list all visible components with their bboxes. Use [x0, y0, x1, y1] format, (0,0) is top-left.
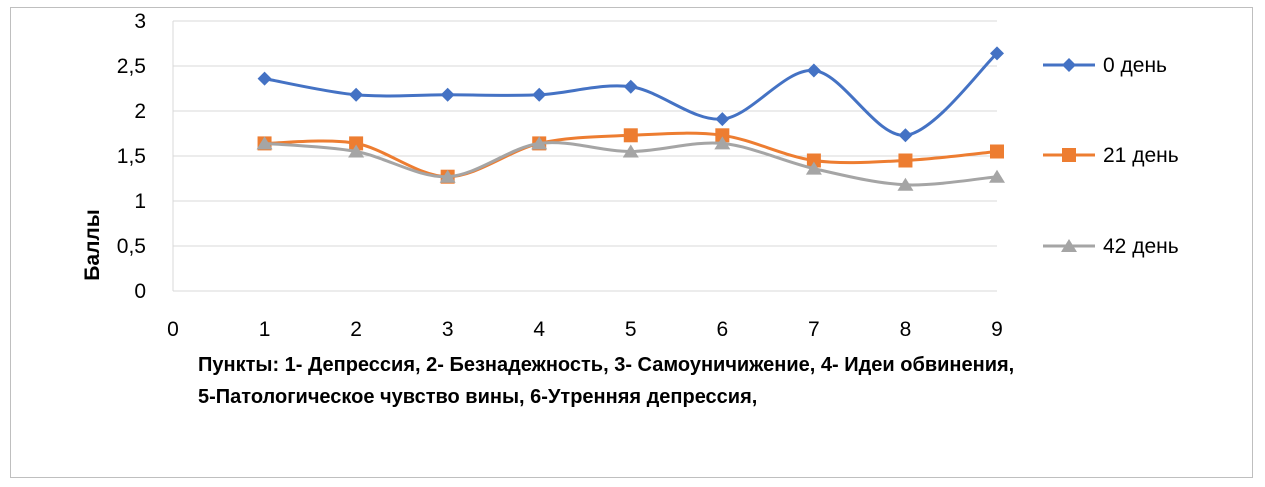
- data-point: [349, 87, 364, 102]
- series-0-день: [257, 46, 1004, 143]
- x-tick-label: 8: [900, 318, 912, 341]
- x-tick-label: 7: [808, 318, 820, 341]
- y-tick-label: 0: [134, 280, 146, 303]
- data-point: [623, 79, 638, 94]
- legend-item: 42 день: [1043, 235, 1179, 258]
- x-axis-label-line-1: Пункты: 1- Депрессия, 2- Безнадежность, …: [198, 354, 1015, 376]
- y-tick-label: 2,5: [117, 55, 146, 78]
- data-point: [531, 136, 548, 150]
- y-tick-label: 0,5: [117, 235, 146, 258]
- x-tick-label: 2: [350, 318, 362, 341]
- data-point: [806, 63, 821, 78]
- data-point: [898, 153, 913, 168]
- y-tick-label: 2: [134, 100, 146, 123]
- series-group: [256, 46, 1005, 191]
- data-point: [806, 153, 821, 168]
- data-point: [897, 177, 914, 191]
- data-point: [898, 128, 913, 143]
- data-point: [715, 112, 730, 127]
- legend-marker: [1062, 58, 1076, 72]
- data-point: [714, 136, 731, 150]
- x-axis-ticks: 0 1 2 3 4 5 6 7 8 9: [167, 318, 1003, 341]
- data-point: [623, 128, 638, 143]
- data-point: [715, 128, 730, 143]
- data-point: [349, 136, 364, 151]
- legend-item: 21 день: [1043, 144, 1179, 167]
- gridlines: [172, 20, 997, 292]
- x-tick-label: 9: [991, 318, 1003, 341]
- legend-label: 0 день: [1103, 54, 1167, 77]
- data-point: [532, 87, 547, 102]
- data-point: [439, 169, 456, 183]
- x-tick-label: 0: [167, 318, 179, 341]
- legend: 0 день 21 день 42 день: [1043, 54, 1179, 258]
- y-tick-label: 1: [134, 190, 146, 213]
- legend-marker: [1062, 148, 1076, 162]
- data-point: [990, 144, 1004, 159]
- x-tick-label: 5: [625, 318, 637, 341]
- legend-label: 21 день: [1103, 144, 1179, 167]
- data-point: [257, 71, 272, 86]
- series-42-день: [256, 136, 1005, 191]
- series-line: [264, 52, 999, 137]
- x-tick-label: 4: [533, 318, 545, 341]
- legend-label: 42 день: [1103, 235, 1179, 258]
- y-axis-label: Баллы: [81, 209, 104, 280]
- y-tick-label: 3: [134, 10, 146, 33]
- legend-item: 0 день: [1043, 54, 1167, 77]
- x-tick-label: 3: [442, 318, 454, 341]
- data-point: [990, 46, 1004, 61]
- x-tick-label: 6: [716, 318, 728, 341]
- legend-marker: [1061, 239, 1077, 252]
- y-axis-ticks: 0 0,5 1 1,5 2 2,5 3: [117, 10, 146, 303]
- data-point: [805, 161, 822, 175]
- x-axis-label-line-2: 5-Патологическое чувство вины, 6-Утрення…: [198, 386, 758, 408]
- x-tick-label: 1: [259, 318, 271, 341]
- data-point: [440, 87, 455, 102]
- y-tick-label: 1,5: [117, 145, 146, 168]
- data-point: [622, 144, 639, 158]
- data-point: [348, 144, 365, 158]
- data-point: [989, 169, 1005, 183]
- data-point: [256, 136, 273, 150]
